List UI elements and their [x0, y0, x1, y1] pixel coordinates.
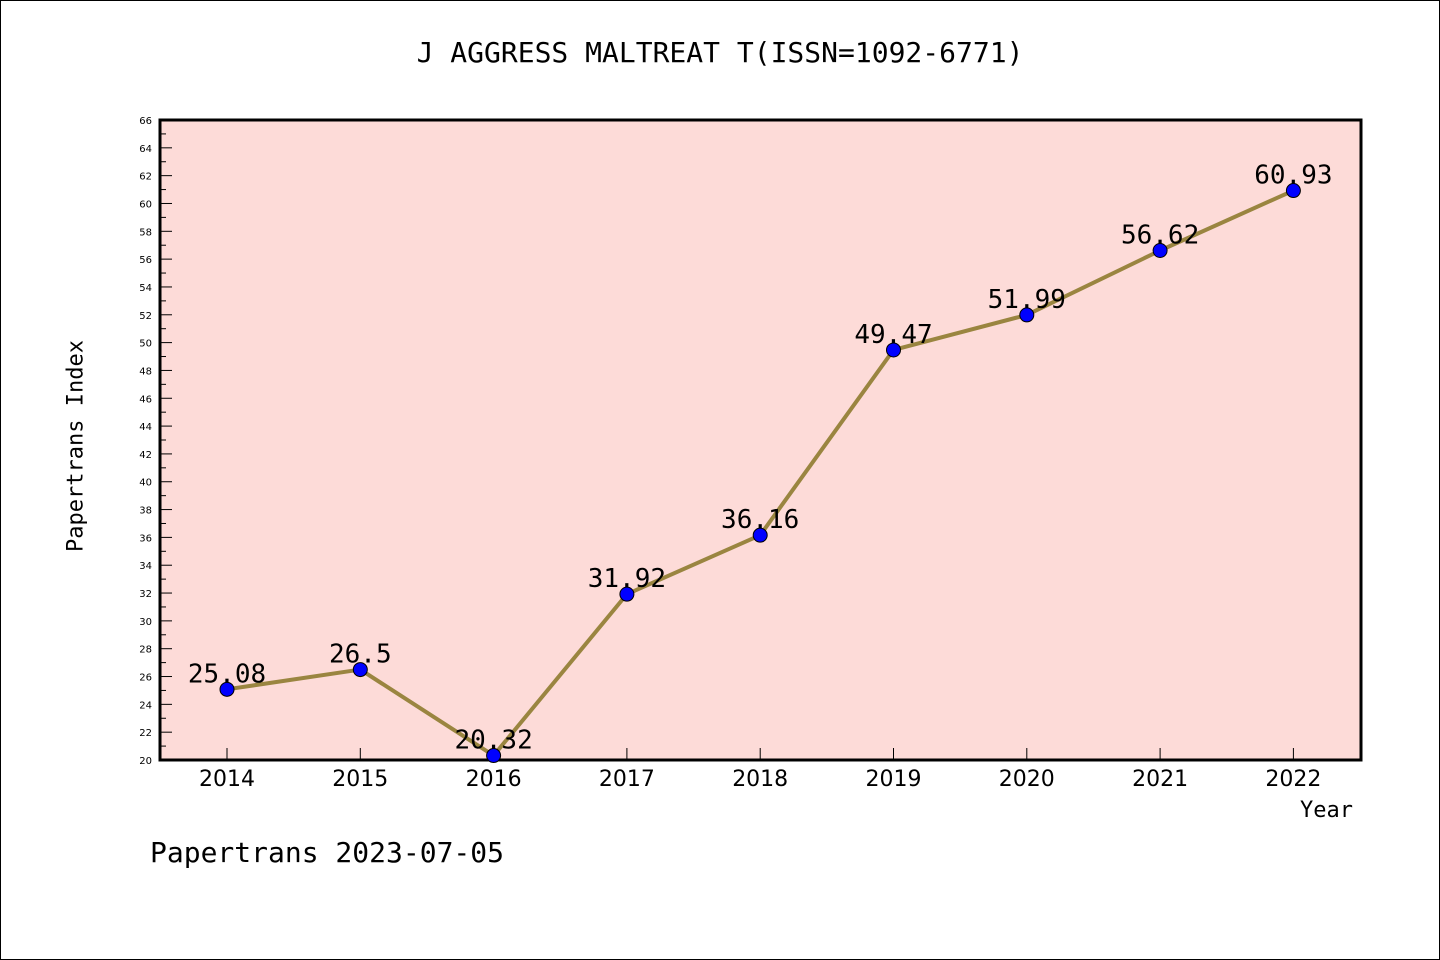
y-tick-label: 26: [139, 673, 152, 684]
data-point: [1019, 307, 1035, 323]
y-tick-label: 28: [139, 645, 152, 656]
data-point: [752, 527, 768, 543]
data-point: [219, 681, 235, 697]
y-tick-label: 52: [139, 311, 152, 322]
x-tick-label: 2018: [732, 767, 788, 792]
y-tick-label: 60: [139, 199, 152, 210]
x-tick-label: 2017: [599, 767, 655, 792]
y-tick-label: 30: [139, 617, 152, 628]
y-tick-label: 54: [139, 283, 152, 294]
data-point: [886, 342, 901, 358]
x-axis-label: Year: [1300, 798, 1353, 823]
x-tick-label: 2022: [1265, 767, 1321, 792]
chart-title: J AGGRESS MALTREAT T(ISSN=1092-6771): [416, 36, 1024, 69]
y-tick-label: 24: [139, 700, 152, 711]
data-label: 26.5: [329, 640, 392, 670]
y-tick-label: 42: [139, 450, 152, 461]
x-tick-label: 2020: [999, 767, 1055, 792]
x-tick-label: 2019: [866, 767, 922, 792]
x-tick-label: 2021: [1132, 767, 1188, 792]
y-tick-label: 32: [139, 589, 152, 600]
y-tick-label: 22: [139, 728, 152, 739]
data-label: 56.62: [1121, 221, 1199, 251]
y-tick-label: 44: [139, 422, 152, 433]
y-tick-label: 20: [139, 756, 152, 767]
data-label: 20.32: [454, 726, 532, 756]
data-point: [1285, 183, 1301, 199]
data-point: [486, 748, 502, 764]
y-tick-label: 50: [139, 339, 152, 350]
data-point: [1152, 243, 1168, 259]
y-tick-label: 38: [139, 506, 152, 517]
y-tick-label: 64: [139, 144, 152, 155]
data-label: 51.99: [988, 285, 1066, 315]
data-label: 36.16: [721, 505, 799, 535]
data-point: [352, 662, 368, 678]
plot-area: [160, 120, 1361, 760]
data-label: 25.08: [188, 659, 266, 689]
x-tick-label: 2016: [466, 767, 522, 792]
y-tick-label: 62: [139, 172, 152, 183]
y-tick-label: 40: [139, 478, 152, 489]
data-label: 49.47: [854, 320, 932, 350]
plot-border: [158, 118, 1363, 762]
y-tick-label: 66: [139, 116, 152, 127]
data-label: 60.93: [1254, 161, 1332, 191]
x-tick-label: 2014: [199, 767, 255, 792]
y-tick-label: 58: [139, 227, 152, 238]
y-tick-label: 36: [139, 533, 152, 544]
footer-stamp: Papertrans 2023-07-05: [150, 836, 505, 869]
y-tick-label: 56: [139, 255, 152, 266]
data-point: [619, 586, 635, 602]
y-tick-label: 46: [139, 394, 152, 405]
y-tick-label: 34: [139, 561, 152, 572]
x-tick-label: 2015: [332, 767, 388, 792]
y-tick-label: 48: [139, 366, 152, 377]
data-label: 31.92: [588, 564, 666, 594]
